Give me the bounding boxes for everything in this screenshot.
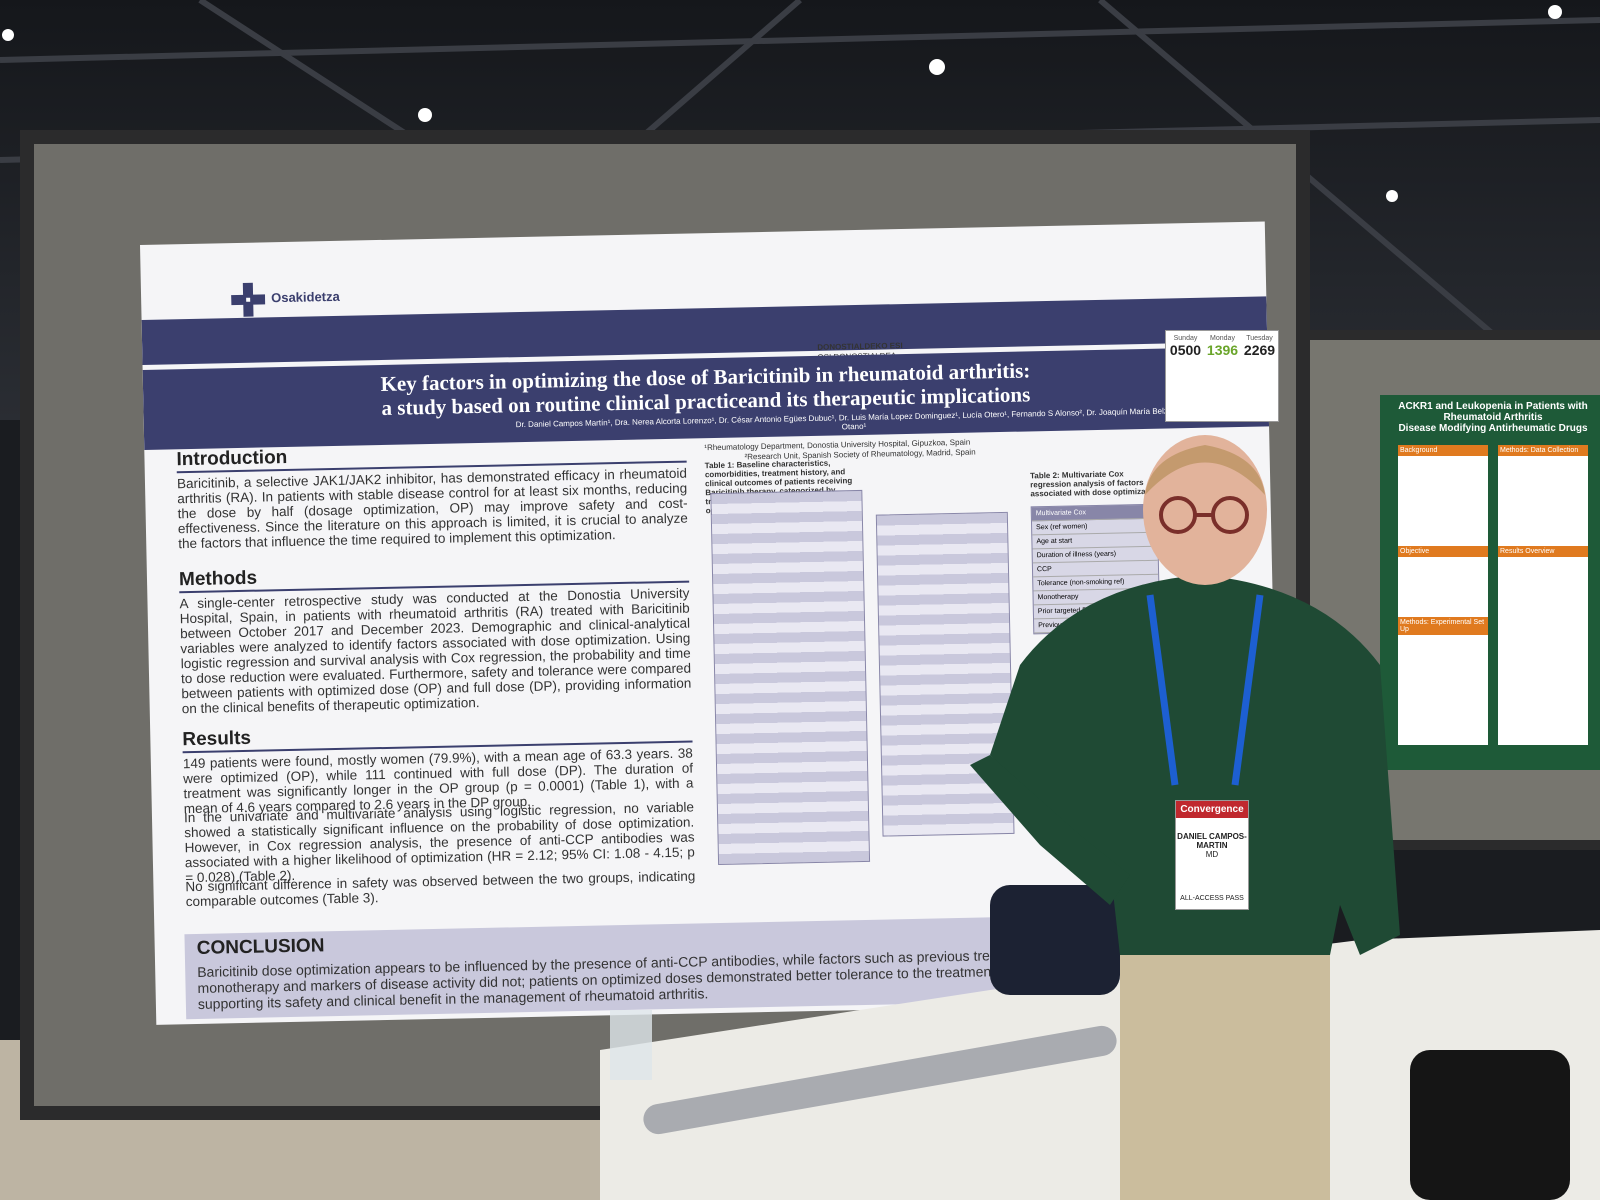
logo-text: Osakidetza (270, 288, 340, 306)
neighbor-column: Methods: Data Collection Results Overvie… (1498, 445, 1588, 745)
person (970, 435, 1400, 1200)
sign-day-name: Monday (1210, 335, 1235, 342)
neighbor-title: ACKR1 and Leukopenia in Patients with Rh… (1388, 401, 1598, 434)
badge-name: DANIEL CAMPOS-MARTIN (1177, 832, 1247, 850)
sign-day-name: Sunday (1173, 335, 1198, 342)
sign-number: 0500 (1169, 342, 1202, 358)
sign-day: Sunday 0500 (1168, 335, 1203, 358)
board-sign: Sunday 0500 Monday 1396 Tuesday 2269 (1165, 330, 1279, 422)
badge-degree: MD (1205, 850, 1219, 859)
sign-day-name: Tuesday (1246, 335, 1273, 342)
badge: Convergence DANIEL CAMPOS-MARTIN MD ALL-… (1175, 800, 1249, 910)
neighbor-title-line: Disease Modifying Antirheumatic Drugs (1398, 423, 1588, 434)
neighbor-section: Methods: Data Collection (1498, 445, 1588, 456)
section-text: A single-center retrospective study was … (179, 585, 692, 717)
badge-pass: ALL-ACCESS PASS (1180, 895, 1244, 902)
neighbor-section: Results Overview (1498, 546, 1588, 557)
neighbor-section: Methods: Experimental Set Up (1398, 617, 1488, 635)
logo-icon (231, 282, 266, 317)
neighbor-poster: ACKR1 and Leukopenia in Patients with Rh… (1380, 395, 1600, 770)
section-text: Baricitinib, a selective JAK1/JAK2 inhib… (176, 465, 688, 552)
neighbor-section: Background (1398, 445, 1488, 456)
badge-event: Convergence (1176, 801, 1248, 818)
sign-number: 1396 (1206, 342, 1239, 358)
sign-day: Monday 1396 (1205, 335, 1240, 358)
neighbor-column: Background Objective Methods: Experiment… (1398, 445, 1488, 745)
table-scene (600, 885, 1600, 1200)
org: DONOSTIALDEKO ESI (817, 341, 903, 352)
poster: Osakidetza DONOSTIALDEKO ESI OSI DONOSTI… (140, 221, 1282, 1025)
sign-day: Tuesday 2269 (1242, 335, 1277, 358)
neighbor-section: Objective (1398, 546, 1488, 557)
neighbor-title-line: ACKR1 and Leukopenia in Patients with Rh… (1398, 401, 1588, 423)
table (710, 489, 871, 866)
sign-number: 2269 (1243, 342, 1276, 358)
section-heading: CONCLUSION (196, 935, 325, 959)
